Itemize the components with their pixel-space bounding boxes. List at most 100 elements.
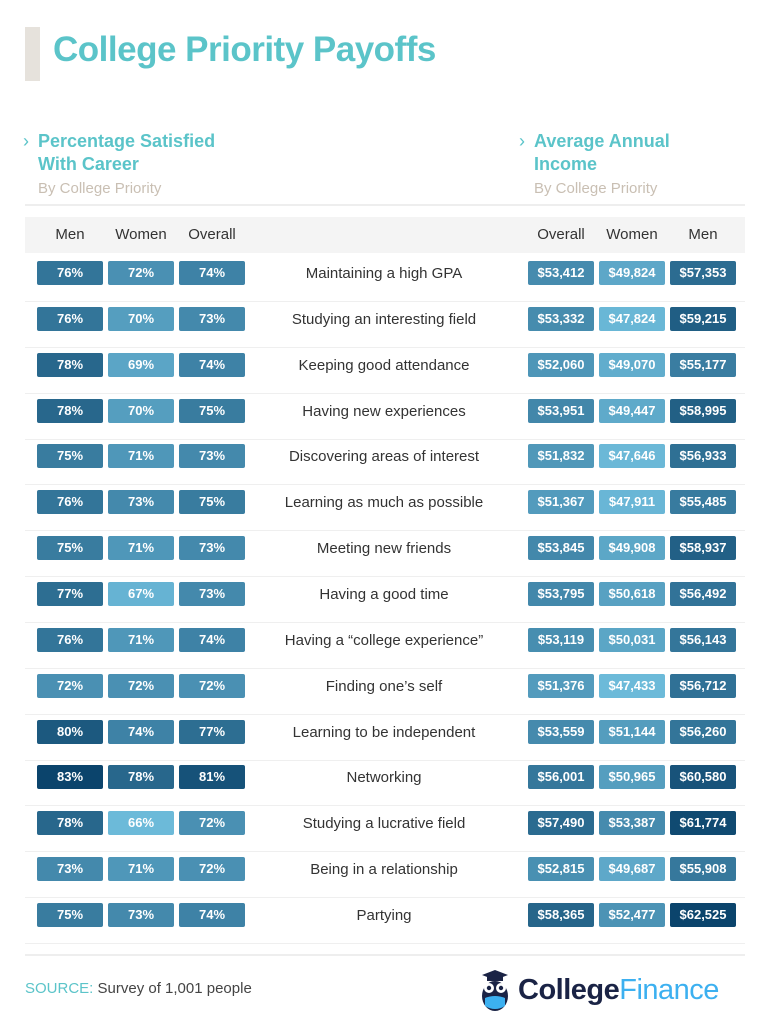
- source-note: SOURCE: Survey of 1,001 people: [25, 980, 252, 997]
- income-men-cell: $59,215: [670, 306, 736, 331]
- income-women-cell: $49,824: [599, 261, 665, 285]
- table-row: 75% 71% 73% Discovering areas of interest $5…: [25, 439, 745, 486]
- source-label: SOURCE:: [25, 980, 94, 997]
- priority-label: Maintaining a high GPA: [305, 265, 463, 282]
- satisfied-women-cell: 73%: [108, 490, 174, 515]
- income-women-cell: $49,070: [599, 352, 665, 377]
- table-row: 75% 73% 74% Partying $58,365 $52,477 $62,525: [25, 898, 745, 945]
- satisfied-overall-cell: 74%: [179, 627, 245, 652]
- income-overall-cell: $51,367: [528, 490, 594, 515]
- satisfied-overall-cell: 74%: [179, 352, 245, 377]
- satisfied-overall-cell: 75%: [179, 490, 245, 515]
- income-overall-cell: $51,832: [528, 444, 594, 469]
- priority-label: Studying an interesting field: [291, 310, 477, 328]
- priority-label: Learning as much as possible: [284, 494, 484, 512]
- income-women-cell: $49,908: [599, 536, 665, 561]
- page-title: College Priority Payoffs: [53, 30, 436, 69]
- right-section-subtitle: By College Priority: [534, 180, 658, 197]
- satisfied-overall-cell: 75%: [179, 398, 245, 423]
- satisfied-women-cell: 69%: [108, 352, 174, 377]
- chevron-right-icon: ›: [519, 131, 525, 151]
- income-women-cell: $53,387: [599, 811, 665, 836]
- satisfied-overall-cell: 74%: [179, 261, 245, 285]
- satisfied-men-cell: 76%: [37, 627, 103, 652]
- satisfied-overall-cell: 72%: [179, 811, 245, 836]
- satisfied-women-cell: 66%: [108, 811, 174, 836]
- divider: [25, 954, 745, 956]
- satisfied-men-cell: 77%: [37, 582, 103, 607]
- satisfied-women-cell: 73%: [108, 903, 174, 928]
- income-men-cell: $55,908: [670, 857, 736, 882]
- satisfied-women-cell: 70%: [108, 306, 174, 331]
- table-row: 83% 78% 81% Networking $56,001 $50,965 $60,580: [25, 760, 745, 807]
- right-section-heading: › Average Annual Income By College Prior…: [519, 130, 670, 200]
- satisfied-overall-cell: 73%: [179, 444, 245, 469]
- table-row: 76% 70% 73% Studying an interesting field $5…: [25, 302, 745, 348]
- income-overall-cell: $51,376: [528, 673, 594, 698]
- income-overall-cell: $53,795: [528, 582, 594, 607]
- income-men-cell: $61,774: [670, 811, 736, 836]
- table-row: 78% 69% 74% Keeping good attendance $52,060 $…: [25, 348, 745, 394]
- table-row: 75% 71% 73% Meeting new friends $53,845 $49,9…: [25, 531, 745, 578]
- satisfied-men-cell: 80%: [37, 719, 103, 744]
- header-overall: Overall: [188, 226, 236, 243]
- priority-label: Having new experiences: [302, 402, 466, 420]
- income-women-cell: $50,965: [599, 765, 665, 790]
- income-overall-cell: $53,845: [528, 536, 594, 561]
- income-overall-cell: $53,332: [528, 306, 594, 331]
- title-accent-bar: [25, 27, 40, 81]
- income-men-cell: $56,143: [670, 627, 736, 652]
- satisfied-overall-cell: 72%: [179, 673, 245, 698]
- satisfied-women-cell: 74%: [108, 719, 174, 744]
- table-row: 78% 70% 75% Having new experiences $53,951 $4…: [25, 394, 745, 440]
- logo-text: CollegeFinance: [518, 974, 719, 1006]
- satisfied-women-cell: 71%: [108, 627, 174, 652]
- left-section-title-line2: With Career: [38, 154, 139, 174]
- satisfied-men-cell: 72%: [37, 673, 103, 698]
- income-overall-cell: $52,060: [528, 352, 594, 377]
- income-men-cell: $56,260: [670, 719, 736, 744]
- satisfied-men-cell: 75%: [37, 444, 103, 469]
- satisfied-men-cell: 76%: [37, 490, 103, 515]
- income-women-cell: $49,447: [599, 398, 665, 423]
- satisfied-women-cell: 72%: [108, 673, 174, 698]
- priority-label: Finding one’s self: [325, 677, 443, 695]
- table-row: 76% 71% 74% Having a “college experience” $5…: [25, 623, 745, 669]
- satisfied-women-cell: 70%: [108, 398, 174, 423]
- right-section-title-line2: Income: [534, 154, 598, 174]
- satisfied-women-cell: 71%: [108, 857, 174, 882]
- left-section-title-line1: Percentage Satisfied: [38, 131, 216, 151]
- table-row: 76% 72% 74% Maintaining a high GPA $53,412 $4…: [25, 256, 745, 302]
- satisfied-women-cell: 71%: [108, 444, 174, 469]
- income-overall-cell: $53,951: [528, 398, 594, 423]
- income-men-cell: $58,995: [670, 398, 736, 423]
- income-overall-cell: $57,490: [528, 811, 594, 836]
- income-overall-cell: $58,365: [528, 903, 594, 928]
- satisfied-men-cell: 78%: [37, 352, 103, 377]
- header-women: Women: [115, 226, 167, 243]
- satisfied-men-cell: 83%: [37, 765, 103, 790]
- income-women-cell: $47,433: [599, 673, 665, 698]
- priority-label: Studying a lucrative field: [302, 815, 466, 833]
- satisfied-men-cell: 78%: [37, 811, 103, 836]
- satisfied-overall-cell: 73%: [179, 582, 245, 607]
- priority-label: Having a good time: [319, 586, 449, 604]
- income-overall-cell: $53,412: [528, 261, 594, 285]
- satisfied-women-cell: 78%: [108, 765, 174, 790]
- income-men-cell: $55,177: [670, 352, 736, 377]
- income-men-cell: $62,525: [670, 903, 736, 928]
- table-row: 76% 73% 75% Learning as much as possible $51…: [25, 485, 745, 532]
- satisfied-overall-cell: 73%: [179, 306, 245, 331]
- table-row: 72% 72% 72% Finding one’s self $51,376 $47,43…: [25, 669, 745, 715]
- priority-label: Meeting new friends: [316, 540, 452, 558]
- satisfied-overall-cell: 73%: [179, 536, 245, 561]
- source-text: Survey of 1,001 people: [97, 980, 252, 997]
- header-men: Men: [688, 226, 718, 243]
- income-overall-cell: $53,119: [528, 627, 594, 652]
- table-header: Men Women Overall Overall Women Men: [25, 217, 745, 253]
- income-overall-cell: $52,815: [528, 857, 594, 882]
- priority-label: Having a “college experience”: [284, 631, 484, 649]
- satisfied-overall-cell: 77%: [179, 719, 245, 744]
- satisfied-women-cell: 71%: [108, 536, 174, 561]
- income-men-cell: $56,492: [670, 582, 736, 607]
